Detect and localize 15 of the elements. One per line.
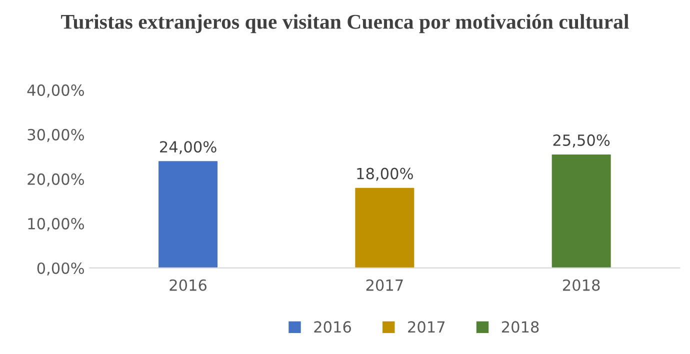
- data-label: 25,50%: [553, 134, 610, 148]
- legend-label: 2018: [502, 321, 539, 333]
- y-tick-label: 40,00%: [27, 84, 84, 98]
- data-label: 18,00%: [357, 168, 413, 181]
- y-tick-label: 0,00%: [37, 262, 84, 276]
- legend-label: 2016: [314, 321, 351, 333]
- chart-title: Turistas extranjeros que visitan Cuenca por motivación cultural: [61, 14, 629, 34]
- y-tick-label: 30,00%: [28, 128, 84, 142]
- y-tick-label: 10,00%: [28, 218, 84, 232]
- x-tick-label: 2018: [563, 279, 600, 291]
- y-tick-label: 20,00%: [28, 173, 84, 187]
- x-tick-label: 2017: [366, 279, 403, 291]
- data-label: 24,00%: [160, 141, 216, 154]
- x-tick-label: 2016: [170, 279, 207, 291]
- legend-label: 2017: [408, 321, 445, 333]
